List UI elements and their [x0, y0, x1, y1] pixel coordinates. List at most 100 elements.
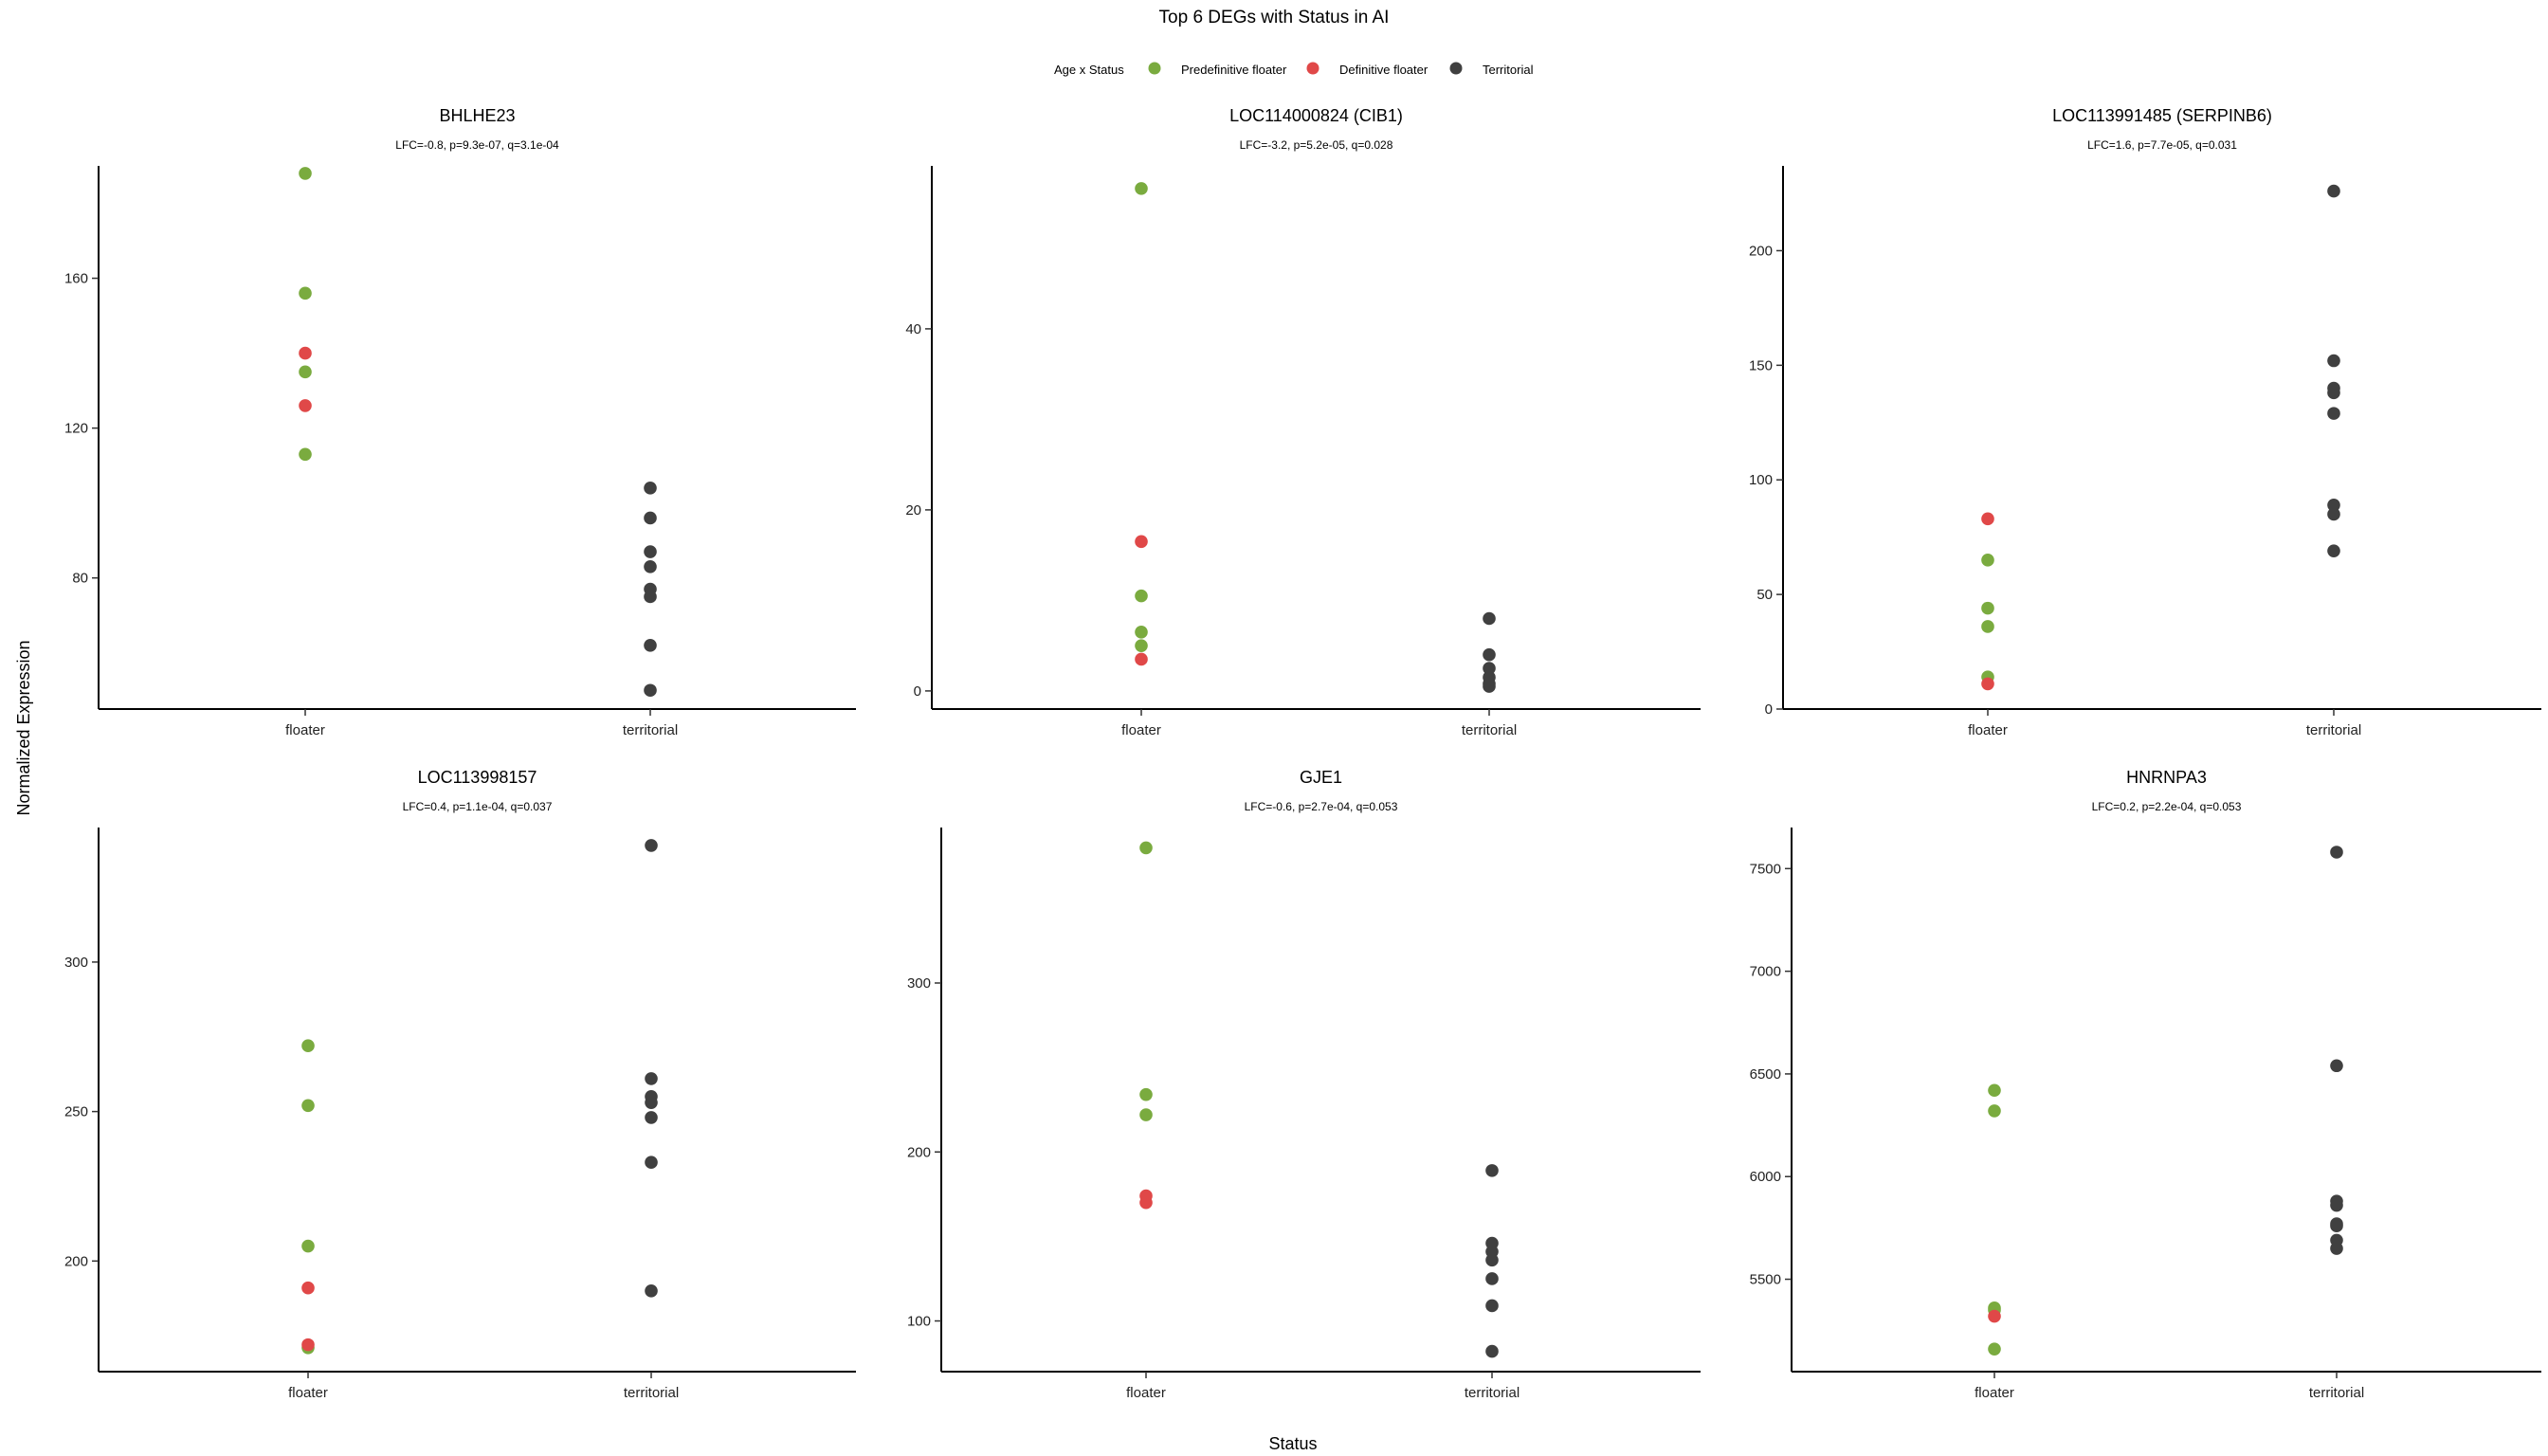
- x-tick-label: floater: [285, 722, 325, 738]
- data-point: [645, 1096, 658, 1109]
- data-point: [299, 365, 312, 379]
- legend-key-0: [1148, 62, 1161, 75]
- data-point: [1135, 182, 1148, 195]
- x-tick-label: territorial: [1462, 722, 1517, 738]
- data-point: [1981, 512, 1994, 526]
- data-point: [2330, 1059, 2343, 1073]
- x-tick-label: territorial: [624, 1385, 679, 1401]
- panel-subtitle: LFC=-0.8, p=9.3e-07, q=3.1e-04: [395, 138, 559, 152]
- data-point: [1135, 652, 1148, 666]
- data-point: [301, 1239, 315, 1253]
- panel-title: BHLHE23: [439, 106, 515, 125]
- legend-label-1: Definitive floater: [1339, 63, 1429, 77]
- data-point: [1988, 1309, 2001, 1323]
- x-tick-label: territorial: [2309, 1385, 2364, 1401]
- panel-6: HNRNPA3 LFC=0.2, p=2.2e-04, q=0.053 5500 60…: [1750, 768, 2541, 1401]
- legend-key-1: [1306, 62, 1320, 75]
- data-point: [1135, 589, 1148, 603]
- data-point: [1139, 1087, 1153, 1101]
- y-tick-label: 150: [1749, 357, 1773, 373]
- data-point: [301, 1338, 315, 1352]
- data-point: [1483, 662, 1496, 675]
- data-point: [644, 511, 657, 525]
- y-tick-label: 0: [1765, 701, 1773, 718]
- data-point: [1485, 1164, 1499, 1177]
- y-tick-label: 7000: [1750, 964, 1781, 980]
- data-point: [299, 167, 312, 180]
- panel-subtitle: LFC=1.6, p=7.7e-05, q=0.031: [2087, 138, 2237, 152]
- data-point: [2330, 1198, 2343, 1212]
- panel-title: LOC113998157: [418, 768, 537, 787]
- figure-title: Top 6 DEGs with Status in AI: [1159, 8, 1390, 27]
- x-tick-label: floater: [1975, 1385, 2014, 1401]
- data-point: [2327, 544, 2340, 557]
- data-point: [1485, 1272, 1499, 1285]
- data-point: [301, 1039, 315, 1053]
- data-point: [2327, 386, 2340, 400]
- legend-label-0: Predefinitive floater: [1181, 63, 1287, 77]
- legend-key-2: [1449, 62, 1463, 75]
- panel-subtitle: LFC=0.2, p=2.2e-04, q=0.053: [2092, 800, 2242, 813]
- data-point: [645, 839, 658, 852]
- data-point: [644, 639, 657, 652]
- data-point: [1135, 535, 1148, 549]
- data-point: [2330, 1242, 2343, 1255]
- data-point: [2327, 499, 2340, 512]
- panel-title: GJE1: [1300, 768, 1342, 787]
- data-point: [645, 1072, 658, 1085]
- data-point: [1988, 1342, 2001, 1356]
- data-point: [301, 1281, 315, 1295]
- x-tick-label: floater: [1968, 722, 2008, 738]
- data-point: [2327, 354, 2340, 368]
- y-tick-label: 160: [64, 271, 88, 287]
- data-point: [1981, 677, 1994, 691]
- y-tick-label: 120: [64, 421, 88, 437]
- y-tick-label: 40: [905, 321, 921, 337]
- legend-title: Age x Status: [1054, 63, 1124, 77]
- data-point: [644, 590, 657, 604]
- y-tick-label: 200: [1749, 243, 1773, 259]
- panel-subtitle: LFC=0.4, p=1.1e-04, q=0.037: [403, 800, 553, 813]
- y-tick-label: 80: [72, 571, 88, 587]
- y-tick-label: 100: [1749, 472, 1773, 488]
- x-tick-label: floater: [1121, 722, 1161, 738]
- panels: BHLHE23 LFC=-0.8, p=9.3e-07, q=3.1e-04 80 1…: [64, 106, 2541, 1401]
- panel-subtitle: LFC=-0.6, p=2.7e-04, q=0.053: [1245, 800, 1398, 813]
- y-tick-label: 6500: [1750, 1066, 1781, 1083]
- data-point: [1483, 647, 1496, 662]
- x-tick-label: floater: [1126, 1385, 1166, 1401]
- panel-2: LOC114000824 (CIB1) LFC=-3.2, p=5.2e-05, …: [905, 106, 1701, 738]
- data-point: [645, 1284, 658, 1298]
- data-point: [644, 560, 657, 573]
- panel-4: LOC113998157 LFC=0.4, p=1.1e-04, q=0.037 2…: [64, 768, 856, 1401]
- data-point: [2330, 1219, 2343, 1233]
- panel-5: GJE1 LFC=-0.6, p=2.7e-04, q=0.053 100 200 30…: [907, 768, 1701, 1401]
- data-point: [1483, 611, 1496, 626]
- data-point: [1981, 620, 1994, 633]
- y-tick-label: 100: [907, 1314, 931, 1330]
- y-tick-label: 300: [64, 955, 88, 971]
- legend: Predefinitive floater Definitive floater T…: [1148, 62, 1534, 77]
- data-point: [2327, 184, 2340, 198]
- data-point: [1981, 601, 1994, 615]
- panel-title: LOC113991485 (SERPINB6): [2052, 106, 2272, 125]
- panel-title: LOC114000824 (CIB1): [1229, 106, 1403, 125]
- data-point: [1485, 1344, 1499, 1358]
- panel-3: LOC113991485 (SERPINB6) LFC=1.6, p=7.7e-0…: [1749, 106, 2541, 738]
- y-tick-label: 20: [905, 502, 921, 519]
- data-point: [1139, 1108, 1153, 1121]
- data-point: [2330, 846, 2343, 859]
- x-axis-label: Status: [1268, 1434, 1317, 1453]
- panel-title: HNRNPA3: [2126, 768, 2207, 787]
- data-point: [299, 286, 312, 300]
- data-point: [644, 683, 657, 698]
- y-tick-label: 50: [1756, 587, 1773, 603]
- y-axis-label: Normalized Expression: [14, 640, 33, 815]
- data-point: [2327, 507, 2340, 521]
- x-tick-label: territorial: [623, 722, 678, 738]
- y-tick-label: 6000: [1750, 1169, 1781, 1185]
- y-tick-label: 0: [914, 683, 921, 700]
- data-point: [299, 447, 312, 462]
- data-point: [1988, 1083, 2001, 1098]
